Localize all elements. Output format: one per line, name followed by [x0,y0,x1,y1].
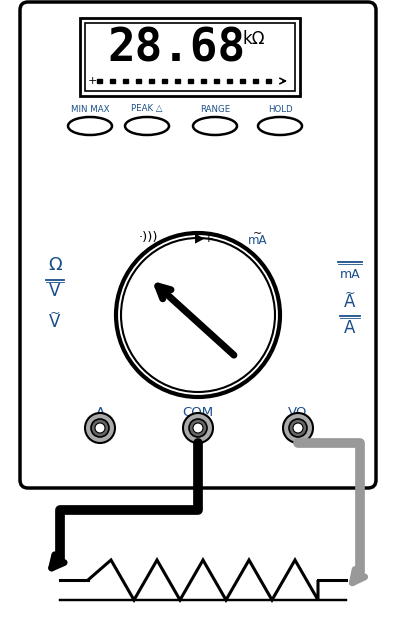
Text: VΩ: VΩ [288,406,308,419]
Ellipse shape [293,423,303,433]
Text: ~: ~ [345,286,355,300]
Text: Ω: Ω [48,256,62,274]
Text: ~: ~ [253,229,263,239]
Ellipse shape [283,413,313,443]
Text: ~: ~ [50,306,60,319]
Text: MIN MAX: MIN MAX [71,104,109,114]
Ellipse shape [125,117,169,135]
Text: +: + [88,76,97,86]
Bar [188,79,193,83]
Text: ▶+: ▶+ [195,232,215,245]
Text: 28.68: 28.68 [108,26,246,71]
Text: mA: mA [340,268,360,281]
Ellipse shape [116,233,280,397]
Ellipse shape [258,117,302,135]
Text: ·))): ·))) [138,232,158,245]
Ellipse shape [85,413,115,443]
Text: mA: mA [248,235,268,248]
Bar [136,79,141,83]
Ellipse shape [128,245,268,385]
Text: RANGE: RANGE [200,104,230,114]
Bar [253,79,258,83]
Ellipse shape [68,117,112,135]
FancyBboxPatch shape [80,18,300,96]
Bar [214,79,218,83]
Ellipse shape [289,419,307,437]
Bar [149,79,154,83]
Ellipse shape [91,419,109,437]
FancyBboxPatch shape [20,2,376,488]
Bar [227,79,231,83]
Text: kΩ: kΩ [243,30,265,48]
Ellipse shape [95,423,105,433]
Ellipse shape [189,419,207,437]
Text: V: V [49,313,61,331]
Text: V: V [49,282,61,300]
Ellipse shape [183,413,213,443]
Bar [110,79,114,83]
Bar [240,79,245,83]
Ellipse shape [121,238,275,392]
Text: HOLD: HOLD [268,104,292,114]
Text: A: A [344,293,356,311]
Bar [123,79,127,83]
Text: A: A [344,319,356,337]
Text: A: A [95,406,104,419]
Bar [201,79,206,83]
Ellipse shape [193,423,203,433]
Bar [97,79,102,83]
Bar [175,79,179,83]
Ellipse shape [193,117,237,135]
FancyBboxPatch shape [85,23,295,91]
Bar [162,79,166,83]
Text: COM: COM [183,406,214,419]
Text: PEAK △: PEAK △ [131,104,163,114]
Bar [266,79,270,83]
